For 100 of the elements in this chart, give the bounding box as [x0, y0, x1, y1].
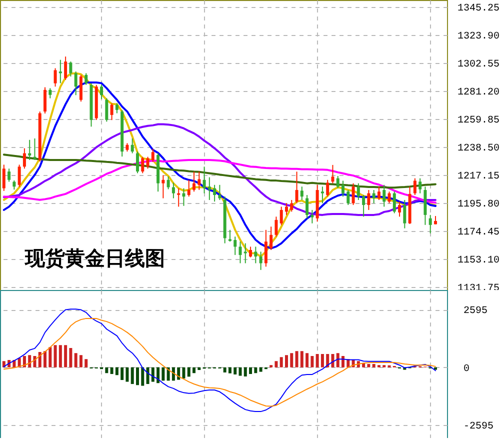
y-tick-label: 1345.25 — [458, 3, 500, 14]
candlestick — [162, 174, 165, 199]
candlestick — [141, 156, 144, 174]
bar — [310, 356, 314, 368]
candlestick — [326, 179, 330, 198]
candlestick — [346, 190, 350, 206]
bar — [79, 355, 82, 368]
candlestick — [290, 199, 294, 212]
bar — [146, 367, 150, 384]
candlestick — [331, 164, 334, 184]
candlestick — [58, 59, 62, 84]
bar — [2, 361, 6, 368]
candlestick — [284, 202, 288, 216]
bar — [274, 361, 278, 368]
candlestick — [202, 166, 206, 194]
bar — [372, 364, 376, 368]
y-tick-label: 1195.80 — [458, 200, 500, 210]
candlestick — [64, 56, 68, 80]
y-tick-label: -2595 — [464, 422, 494, 432]
candlestick — [310, 209, 314, 224]
bar — [331, 354, 334, 368]
candlestick — [398, 201, 402, 218]
bar — [177, 367, 180, 380]
candlestick — [18, 164, 21, 188]
candlestick — [382, 184, 386, 208]
y-tick-label: 1281.20 — [458, 87, 500, 98]
candlestick — [300, 186, 304, 200]
candlestick — [54, 68, 57, 88]
candlestick — [306, 194, 309, 219]
bar — [367, 364, 370, 368]
candlestick — [208, 176, 211, 200]
candlestick — [115, 102, 118, 114]
bar — [259, 367, 262, 372]
candlestick — [110, 102, 114, 121]
bar — [182, 367, 186, 378]
bar — [295, 351, 298, 368]
candlestick — [249, 246, 252, 258]
candlestick — [270, 226, 273, 250]
bar — [342, 356, 345, 368]
bar — [234, 367, 237, 374]
candlestick — [182, 188, 186, 206]
candlestick — [22, 148, 26, 170]
y-tick-label: 1217.15 — [458, 171, 500, 182]
y-tick-label: 1174.45 — [458, 228, 500, 239]
candlestick — [238, 241, 242, 264]
candlestick — [336, 175, 340, 189]
bar — [110, 367, 114, 374]
candlestick — [177, 188, 180, 208]
candlestick — [372, 190, 376, 204]
bar — [306, 353, 309, 368]
bar — [280, 357, 283, 368]
bar — [316, 354, 319, 368]
candlestick — [192, 171, 196, 192]
bar — [28, 355, 32, 368]
bar — [120, 367, 124, 380]
bar — [130, 367, 134, 384]
candlestick — [352, 182, 355, 206]
bar — [115, 367, 118, 376]
y-tick-label: 1238.50 — [458, 143, 500, 154]
y-tick-label: 1259.85 — [458, 115, 500, 126]
bar — [84, 359, 88, 368]
candlestick — [367, 190, 370, 210]
y-tick-label: 1153.10 — [458, 256, 500, 267]
candlestick — [151, 148, 154, 163]
candlestick — [320, 186, 324, 204]
bar — [249, 367, 252, 374]
candlestick — [44, 86, 47, 114]
candlestick — [388, 191, 391, 204]
bar — [336, 353, 340, 368]
candlestick — [74, 71, 78, 96]
candlestick — [84, 72, 88, 86]
candlestick — [105, 98, 108, 122]
bar — [156, 367, 160, 384]
bar — [284, 355, 288, 368]
candlestick — [377, 186, 380, 200]
bar — [44, 351, 47, 368]
candlestick — [146, 156, 150, 170]
y-tick-label: 2595 — [464, 306, 488, 318]
candlestick — [392, 191, 396, 214]
candlestick — [274, 216, 278, 238]
bar — [54, 345, 57, 368]
bar — [228, 367, 232, 374]
candlestick — [100, 84, 104, 100]
candlestick — [33, 138, 36, 160]
candlestick — [79, 74, 82, 102]
bar — [198, 367, 201, 370]
candlestick — [428, 214, 432, 234]
bar — [58, 345, 62, 368]
candlestick — [259, 251, 262, 270]
candlestick — [264, 229, 268, 268]
candlestick — [280, 206, 283, 226]
bar — [136, 367, 139, 386]
bar — [434, 367, 437, 370]
y-tick-label: 0 — [464, 364, 470, 375]
candlestick — [136, 151, 139, 174]
bar — [105, 367, 108, 374]
candlestick — [342, 180, 345, 198]
candlestick — [8, 168, 11, 182]
candlestick — [166, 176, 170, 190]
y-tick-label: 1323.90 — [458, 31, 500, 42]
